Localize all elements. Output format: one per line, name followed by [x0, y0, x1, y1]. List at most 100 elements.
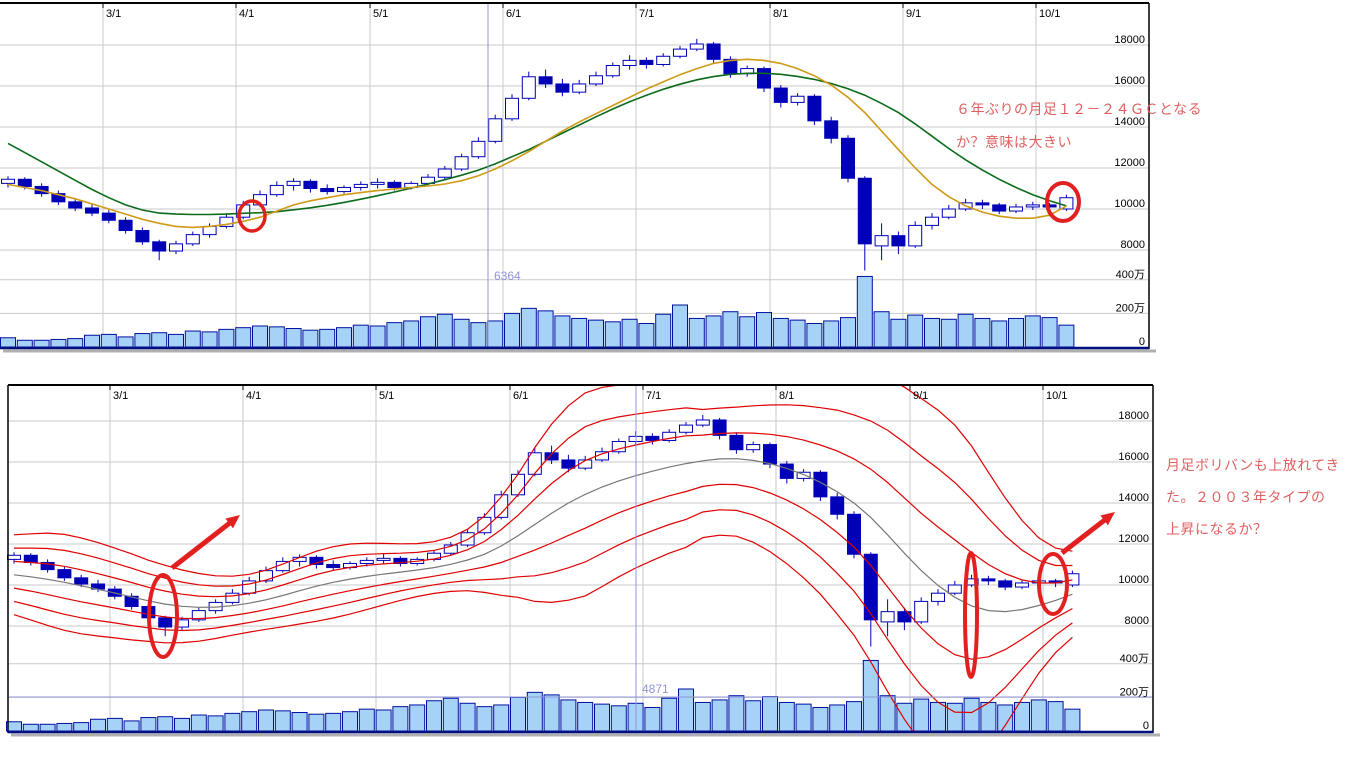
y-axis-price-label: 14000 — [1114, 116, 1145, 128]
volume-bar — [520, 307, 537, 348]
candle-body — [68, 201, 83, 209]
volume-bar — [594, 703, 610, 732]
volume-bar — [218, 328, 235, 348]
candle-body — [326, 564, 341, 569]
candle-body — [891, 235, 906, 247]
volume-bar — [386, 322, 403, 348]
candle-body — [124, 595, 139, 608]
x-axis-label: 7/1 — [639, 8, 654, 20]
candle-body — [857, 177, 872, 245]
volume-bar — [16, 339, 33, 348]
bottom-chart-plot-area[interactable] — [8, 385, 1153, 731]
volume-bar — [459, 702, 476, 732]
volume-bar — [252, 325, 268, 348]
candle-body — [863, 553, 878, 621]
volume-bar — [974, 317, 991, 348]
x-axis-label: 5/1 — [379, 390, 394, 402]
candle-body — [746, 444, 761, 451]
volume-bar — [1047, 701, 1064, 732]
top-chart-annotation-note: ６年ぶりの月足１２－２４ＧＣとなる か？意味は大きい — [956, 93, 1202, 159]
y-axis-price-label: 10000 — [1118, 574, 1149, 586]
candle-body — [1042, 204, 1057, 208]
volume-bar — [1008, 317, 1024, 348]
hand-annotations — [147, 512, 1115, 679]
candle-body — [611, 441, 626, 453]
volume-bar — [1058, 324, 1075, 348]
candle-body — [880, 611, 895, 623]
volume-bar — [711, 699, 728, 732]
candle-body — [17, 178, 32, 187]
x-axis-label: 9/1 — [906, 8, 921, 20]
bollinger-upper-3 — [13, 386, 1073, 577]
y-axis-volume-label: 400万 — [1116, 269, 1145, 281]
volume-bar — [661, 697, 678, 732]
volume-bar — [588, 319, 604, 348]
volume-bar — [358, 708, 375, 732]
x-axis-label: 4/1 — [246, 390, 261, 402]
volume-bar — [151, 332, 168, 348]
candle-body — [185, 234, 200, 245]
y-axis-volume-label: 400万 — [1120, 653, 1149, 665]
volume-bar — [90, 718, 106, 732]
volume-bar — [0, 337, 16, 348]
y-axis-price-label: 14000 — [1118, 492, 1149, 504]
volume-bar — [526, 691, 543, 732]
y-axis-price-label: 18000 — [1114, 34, 1145, 46]
crosshair-value-label: 6364 — [494, 269, 521, 283]
volume-bar — [1041, 317, 1058, 348]
candle-body — [874, 235, 889, 247]
candle-body — [202, 225, 217, 236]
y-axis-price-label: 10000 — [1114, 198, 1145, 210]
candle-body — [645, 435, 660, 441]
volume-bar — [913, 698, 930, 732]
candle-body — [393, 557, 408, 564]
volume-bar — [235, 327, 252, 348]
volume-bar — [409, 704, 426, 732]
volume-bar — [470, 322, 487, 348]
volume-bar — [241, 711, 258, 732]
trend-arrow-head — [1100, 512, 1115, 526]
top-chart: 6364 3/1 4/1 5/1 6/1 7/1 8/1 9/1 10/1 8000 10000 12… — [0, 2, 1156, 353]
volume-bar — [39, 723, 56, 732]
candle-body — [975, 202, 990, 206]
note-line: ６年ぶりの月足１２－２４ＧＣとなる — [956, 101, 1203, 117]
candle-body — [673, 48, 687, 57]
moving-average-lines — [7, 58, 1067, 229]
candle-body — [1059, 197, 1074, 210]
bollinger-lower-2 — [13, 509, 1073, 714]
volume-bar — [856, 275, 873, 348]
candle-body — [561, 459, 576, 469]
candle-body — [796, 471, 811, 479]
candle-body — [605, 65, 620, 77]
volume-bar — [67, 338, 84, 348]
volume-bar — [258, 709, 274, 732]
note-line: 月足ボリバンも上放れてき — [1166, 457, 1340, 473]
candle-body — [807, 95, 822, 122]
volume-bar — [123, 720, 140, 732]
volume-bar — [207, 715, 224, 732]
volume-bar — [554, 315, 571, 348]
candle-body — [505, 97, 519, 120]
volume-bar — [190, 714, 207, 732]
candle-body — [1, 178, 15, 184]
volume-bar — [274, 710, 291, 732]
volume-bar — [946, 702, 963, 732]
volume-bar — [224, 712, 241, 732]
volume-bar — [846, 701, 862, 732]
volume-bar — [403, 320, 420, 348]
note-line: 上昇になるか？ — [1166, 521, 1268, 537]
crosshair: 6364 — [487, 4, 521, 346]
candle-body — [437, 168, 452, 178]
volume-bar — [806, 322, 823, 348]
volume-bar — [778, 701, 795, 732]
candle-body — [1015, 582, 1029, 588]
candle-body — [488, 118, 503, 142]
candle-body — [908, 224, 923, 247]
volume-bar — [789, 319, 806, 348]
candle-body — [813, 471, 828, 498]
top-chart-plot-area[interactable] — [0, 3, 1149, 347]
y-axis-price-label: 12000 — [1118, 533, 1149, 545]
volume-bar — [907, 314, 924, 348]
volume-bar — [621, 318, 638, 348]
volume-bar — [638, 322, 655, 348]
